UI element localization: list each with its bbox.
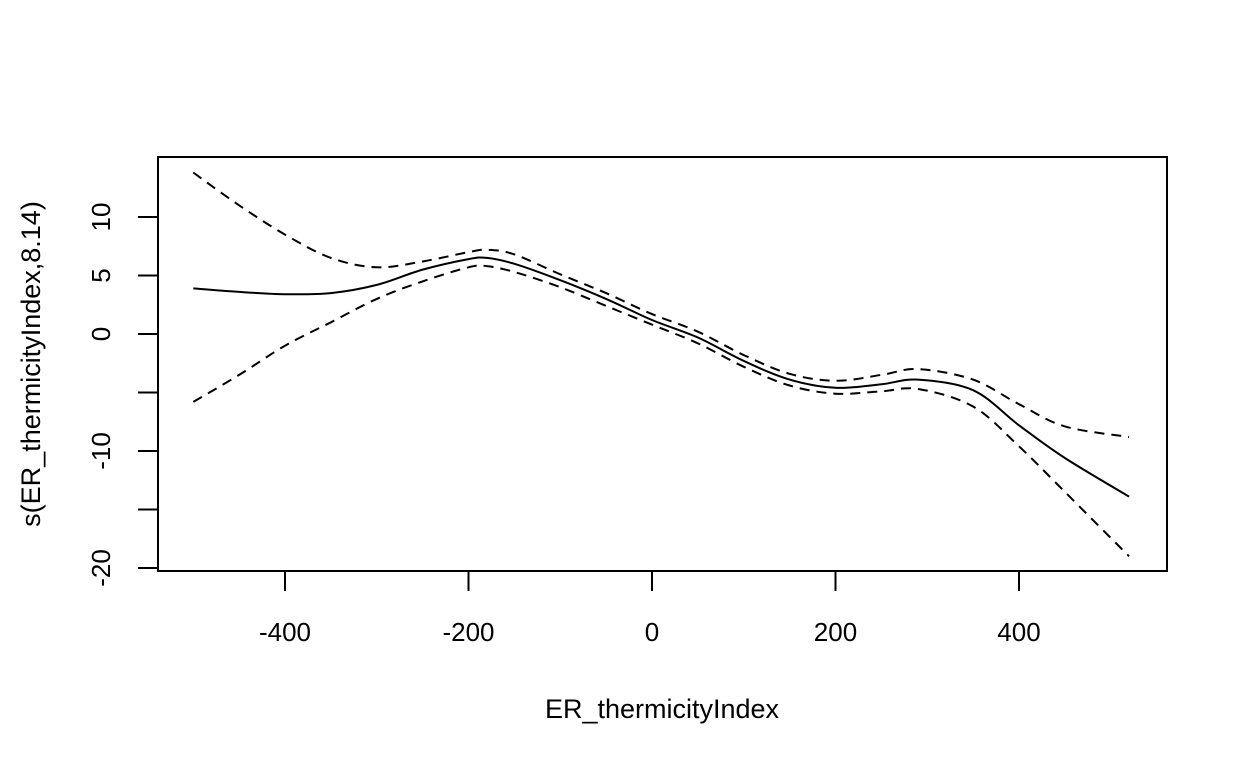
- series-layer: [192, 171, 1130, 558]
- x-axis-title: ER_thermicityIndex: [545, 694, 780, 724]
- y-tick-label: -20: [86, 549, 116, 587]
- y-axis-title: s(ER_thermicityIndex,8.14): [16, 201, 46, 527]
- y-tick-label: 10: [86, 203, 116, 232]
- lower-confidence-band-line: [192, 264, 1130, 558]
- y-tick-label: 5: [86, 268, 116, 282]
- y-tick-label: -10: [86, 432, 116, 470]
- smooth-estimate-line: [193, 256, 1130, 498]
- x-axis: -400 -200 0 200 400: [259, 570, 1041, 647]
- x-tick-label: 400: [997, 617, 1040, 647]
- upper-confidence-band-line: [192, 171, 1130, 438]
- x-tick-label: -400: [259, 617, 311, 647]
- x-tick-label: 200: [814, 617, 857, 647]
- y-axis: -20 -10 0 5 10: [86, 203, 159, 587]
- y-tick-label: 0: [86, 327, 116, 341]
- x-tick-label: -200: [442, 617, 494, 647]
- x-tick-label: 0: [645, 617, 659, 647]
- plot-box: [157, 156, 1168, 572]
